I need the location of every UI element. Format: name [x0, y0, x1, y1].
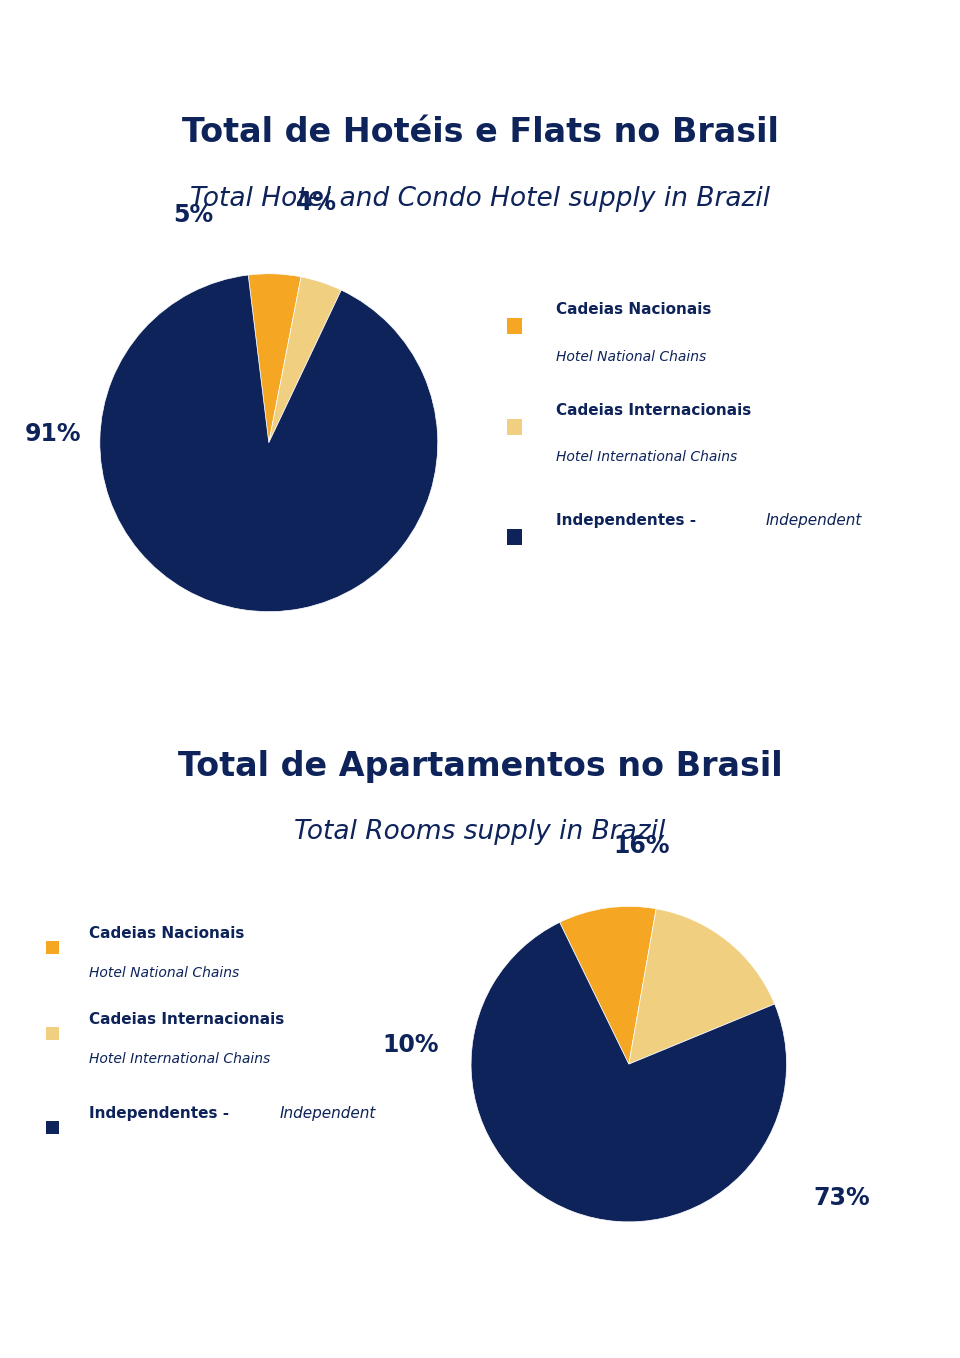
Wedge shape	[249, 274, 301, 443]
FancyBboxPatch shape	[46, 1122, 59, 1134]
Text: Total Rooms supply in Brazil: Total Rooms supply in Brazil	[295, 819, 665, 845]
Wedge shape	[100, 276, 438, 611]
Text: Independentes -: Independentes -	[556, 513, 701, 528]
FancyBboxPatch shape	[507, 530, 522, 545]
FancyBboxPatch shape	[507, 318, 522, 334]
Text: Hotel National Chains: Hotel National Chains	[89, 967, 240, 980]
Text: Cadeias Nacionais: Cadeias Nacionais	[556, 303, 711, 318]
Wedge shape	[560, 906, 657, 1065]
Text: Cadeias Nacionais: Cadeias Nacionais	[89, 926, 245, 941]
Text: 91%: 91%	[24, 422, 81, 447]
Text: Cadeias Internacionais: Cadeias Internacionais	[89, 1012, 285, 1027]
Text: 5%: 5%	[173, 202, 213, 227]
Text: Total de Apartamentos no Brasil: Total de Apartamentos no Brasil	[178, 750, 782, 782]
Text: Total de Hotéis e Flats no Brasil: Total de Hotéis e Flats no Brasil	[181, 117, 779, 149]
Text: 16%: 16%	[613, 834, 670, 858]
FancyBboxPatch shape	[46, 1027, 59, 1040]
Wedge shape	[629, 909, 775, 1065]
FancyBboxPatch shape	[46, 941, 59, 953]
Text: 73%: 73%	[813, 1186, 870, 1210]
Text: Independent: Independent	[765, 513, 862, 528]
Text: 10%: 10%	[383, 1033, 440, 1057]
Text: Total Hotel and Condo Hotel supply in Brazil: Total Hotel and Condo Hotel supply in Br…	[190, 186, 770, 212]
Text: Independent: Independent	[279, 1107, 375, 1122]
Wedge shape	[269, 277, 341, 443]
Text: Hotel International Chains: Hotel International Chains	[556, 449, 737, 464]
Text: 7: 7	[473, 1309, 487, 1328]
Text: 4%: 4%	[296, 190, 336, 215]
Text: Hotel National Chains: Hotel National Chains	[556, 349, 706, 364]
Text: Hotel International Chains: Hotel International Chains	[89, 1052, 271, 1066]
Text: Independentes -: Independentes -	[89, 1107, 235, 1122]
Wedge shape	[471, 922, 786, 1222]
Text: Cadeias Internacionais: Cadeias Internacionais	[556, 403, 751, 418]
FancyBboxPatch shape	[507, 418, 522, 435]
